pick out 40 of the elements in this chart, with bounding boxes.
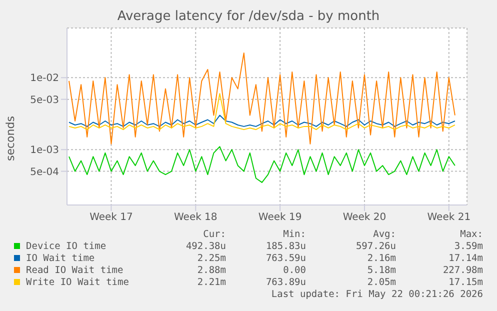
text: 17.15m [448,277,483,288]
x-tick-label: Week 18 [174,212,218,224]
text: Last update: Fri May 22 00:21:26 2026 [271,289,483,300]
text: 597.26u [356,241,396,252]
y-tick-label: 5e-04 [30,166,59,178]
text: Avg: [373,229,396,240]
text: 2.16m [367,253,396,264]
text: 17.14m [448,253,483,264]
text: 2.88m [197,265,226,276]
text: 492.38u [186,241,226,252]
line-series [68,146,456,183]
text: 227.98m [442,265,483,276]
text: 2.05m [367,277,396,288]
text: 763.89u [266,277,306,288]
text: Max: [460,229,483,240]
line-series [68,93,456,130]
text: 185.83u [266,241,306,252]
x-tick-label: Week 20 [342,212,386,224]
text: 5.18m [367,265,396,276]
chart-title: Average latency for /dev/sda - by month [116,9,381,24]
line-series [68,114,456,127]
y-tick-label: 1e-03 [30,145,59,156]
legend-label: Write IO Wait time [25,277,129,288]
text: 763.59u [266,253,306,264]
x-tick-label: Week 19 [258,212,302,224]
y-tick-label: 1e-02 [30,73,59,84]
legend-label: Device IO time [25,241,106,252]
text: 0.00 [283,265,306,276]
text: 2.21m [197,277,226,288]
y-axis-title: seconds [4,116,16,160]
legend-label: Read IO Wait time [25,265,124,276]
legend-label: IO Wait time [25,253,95,264]
text: Min: [283,229,306,240]
x-tick-label: Week 17 [90,212,133,224]
y-tick-label: 5e-03 [30,94,59,106]
text: 3.59m [454,241,483,252]
x-tick-label: Week 21 [427,212,471,224]
text: 2.25m [197,253,226,264]
text: Cur: [203,229,226,240]
line-series [68,52,456,144]
